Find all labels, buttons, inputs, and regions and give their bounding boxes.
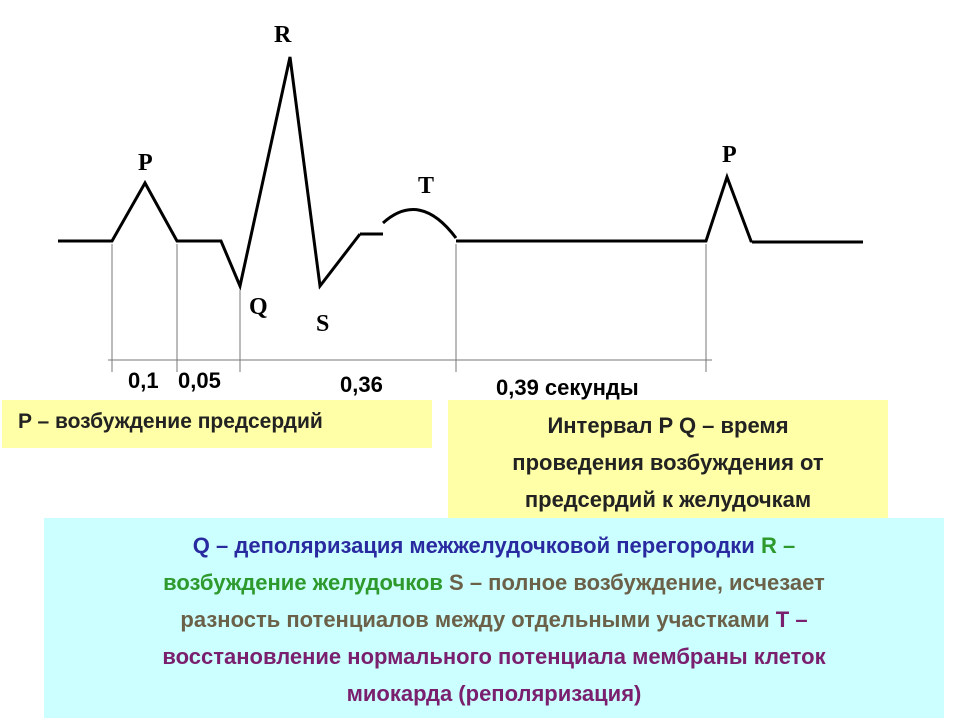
q-description: Q – деполяризация межжелудочковой перего… (192, 533, 755, 558)
t-description-mid: восстановление нормального потенциала ме… (162, 644, 826, 669)
s-description-end: разность потенциалов между отдельными уч… (180, 607, 770, 632)
wave-label-r: R (274, 22, 292, 48)
ecg-waveform-tail (456, 172, 753, 243)
wave-label-s: S (316, 311, 330, 337)
description-line: Q – деполяризация межжелудочковой перего… (44, 527, 944, 564)
t-description-end: миокарда (реполяризация) (346, 681, 642, 706)
interval-diastole: 0,39 секунды (496, 375, 639, 400)
wave-label-p: P (138, 150, 153, 176)
interval-qrs: 0,05 (178, 368, 221, 393)
wave-label-p-next: P (722, 142, 737, 168)
interval-pr: 0,1 (128, 368, 159, 393)
r-description-end: возбуждение желудочков (163, 570, 443, 595)
pq-interval-description: Интервал P Q – время проведения возбужде… (448, 400, 888, 524)
waves-description: Q – деполяризация межжелудочковой перего… (44, 518, 944, 718)
description-line: разность потенциалов между отдельными уч… (44, 601, 944, 638)
wave-label-t: T (418, 173, 435, 199)
ecg-t-wave (382, 208, 458, 239)
pq-line: предсердий к желудочкам (524, 487, 812, 512)
t-description-start: T – (775, 607, 808, 632)
pq-line: Интервал P Q – время (547, 413, 789, 438)
p-wave-description: P – возбуждение предсердий (2, 400, 432, 448)
s-description-start: S – полное возбуждение, исчезает (449, 570, 825, 595)
description-line: восстановление нормального потенциала ме… (44, 638, 944, 675)
interval-st: 0,36 (340, 372, 383, 397)
description-line: миокарда (реполяризация) (44, 675, 944, 712)
ecg-waveform-main (58, 56, 362, 291)
wave-label-q: Q (249, 294, 268, 320)
pq-line: проведения возбуждения от (512, 450, 824, 475)
description-line: возбуждение желудочков S – полное возбуж… (44, 564, 944, 601)
r-description-start: R – (760, 533, 796, 558)
